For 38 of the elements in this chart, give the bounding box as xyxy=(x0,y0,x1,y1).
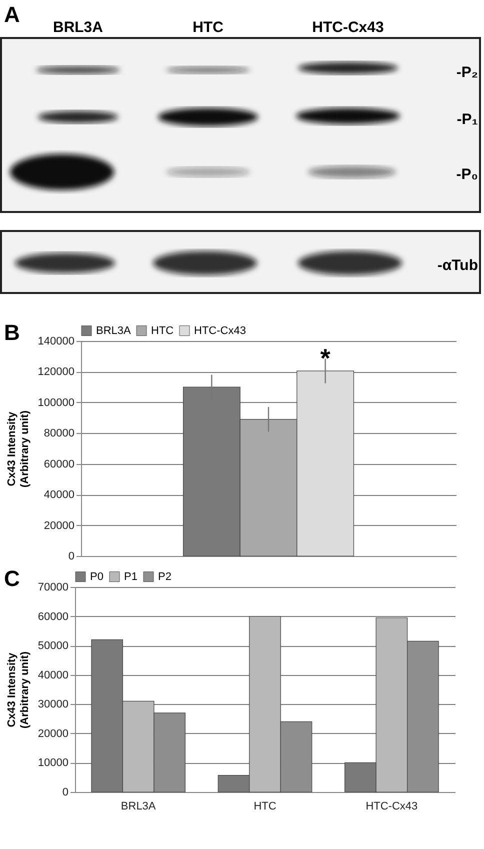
y-tick-label: 50000 xyxy=(38,640,68,652)
legend-label: P0 xyxy=(90,570,104,583)
y-tick-label: 140000 xyxy=(38,336,74,348)
y-tick-label: 60000 xyxy=(44,458,74,470)
x-tick-label: HTC-Cx43 xyxy=(366,800,418,812)
x-tick-label: HTC xyxy=(254,800,276,812)
y-tick-label: 120000 xyxy=(38,366,74,378)
y-tick-label: 0 xyxy=(68,550,74,562)
text: B xyxy=(4,320,20,346)
category-label: HTC xyxy=(192,19,224,36)
y-tick-label: 100000 xyxy=(38,396,74,409)
category-label: HTC-Cx43 xyxy=(312,19,384,36)
y-tick-label: 10000 xyxy=(38,757,68,770)
y-tick-label: 20000 xyxy=(44,520,74,532)
y-axis-title: Cx43 Intensity (Arbitrary unit) xyxy=(6,410,31,488)
text: C xyxy=(4,566,20,592)
x-tick-label: BRL3A xyxy=(120,800,156,812)
annotation: * xyxy=(320,342,332,373)
y-tick-label: 30000 xyxy=(38,698,68,711)
y-axis-title: Cx43 Intensity (Arbitrary unit) xyxy=(6,651,31,728)
legend-label: BRL3A xyxy=(96,324,132,337)
y-tick-label: 60000 xyxy=(38,610,68,623)
y-tick-label: 80000 xyxy=(44,428,74,440)
legend-label: P2 xyxy=(158,570,172,583)
y-tick-label: 20000 xyxy=(38,728,68,740)
y-tick-label: 40000 xyxy=(44,489,74,502)
y-tick-label: 0 xyxy=(62,786,68,798)
text: -P₀ xyxy=(456,166,478,183)
y-tick-label: 40000 xyxy=(38,669,68,682)
text: -P₂ xyxy=(456,64,478,81)
legend-label: HTC-Cx43 xyxy=(194,324,246,337)
text: A xyxy=(4,2,20,27)
category-label: BRL3A xyxy=(52,19,104,36)
y-tick-label: 70000 xyxy=(38,582,68,594)
legend-label: HTC xyxy=(151,324,174,337)
legend-label: P1 xyxy=(124,570,138,583)
text: -P₁ xyxy=(456,111,478,128)
text: -αTub xyxy=(437,257,478,274)
